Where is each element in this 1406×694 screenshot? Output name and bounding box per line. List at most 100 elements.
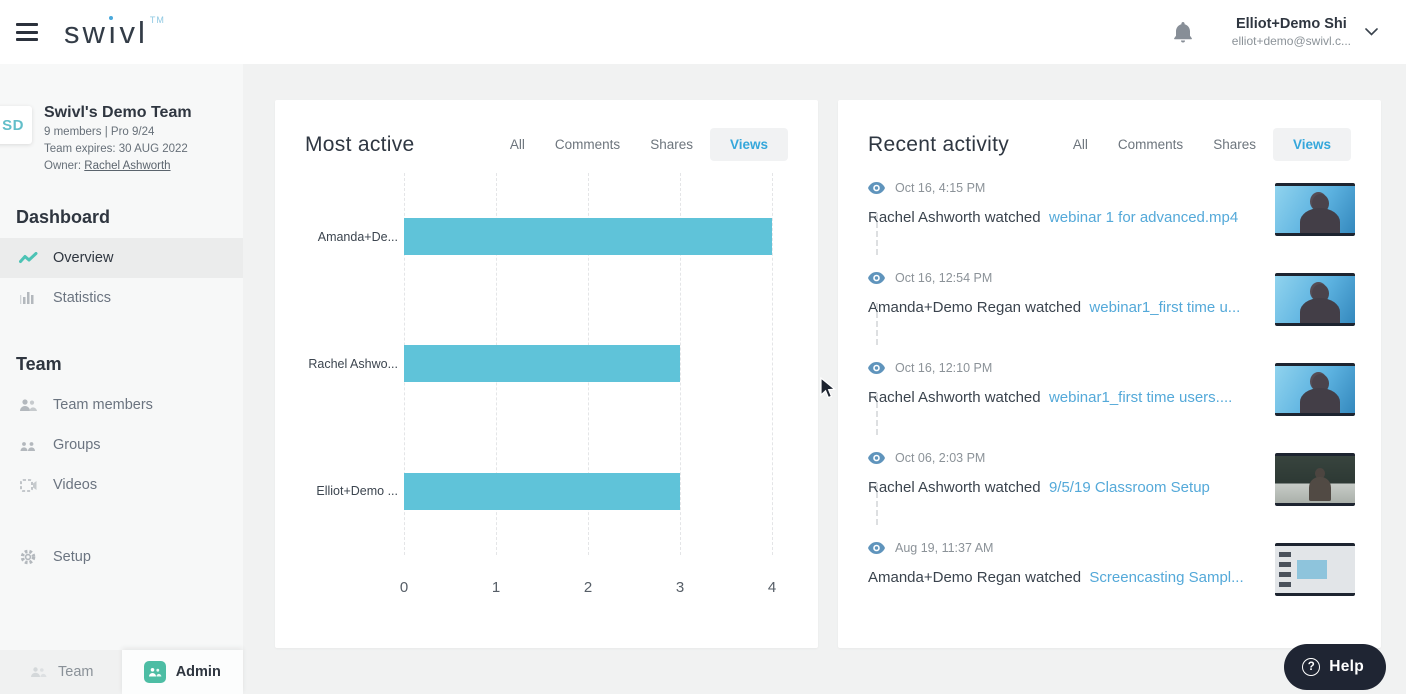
- user-name: Elliot+Demo Shi: [1235, 16, 1347, 32]
- swivl-logo[interactable]: swıvl TM: [64, 14, 165, 48]
- recent-activity-filter-tabs: All Comments Shares Views: [1060, 128, 1351, 161]
- hamburger-menu-icon[interactable]: [14, 22, 40, 42]
- sidebar-item-setup[interactable]: Setup: [0, 537, 243, 577]
- groups-icon: [18, 435, 38, 455]
- team-section-heading: Team: [16, 354, 62, 374]
- activity-timestamp: Oct 16, 12:54 PM: [895, 271, 993, 285]
- sidebar-item-overview[interactable]: Overview: [0, 238, 243, 278]
- recent-activity-title: Recent activity: [868, 132, 1010, 156]
- tab-team-label: Team: [58, 664, 94, 680]
- video-thumbnail[interactable]: [1275, 543, 1355, 596]
- tab-admin-label: Admin: [175, 664, 221, 680]
- most-active-tab-shares[interactable]: Shares: [637, 128, 706, 161]
- recent-activity-tab-shares[interactable]: Shares: [1200, 128, 1269, 161]
- chart-bar: [404, 472, 680, 510]
- team-expires-line: Team expires: 30 AUG 2022: [44, 143, 188, 155]
- activity-text: Amanda+Demo Regan watched Screencasting …: [868, 569, 1244, 586]
- video-thumbnail[interactable]: [1275, 453, 1355, 506]
- sidebar-item-statistics[interactable]: Statistics: [0, 278, 243, 318]
- tab-admin[interactable]: Admin: [121, 650, 243, 694]
- bar-label: Amanda+De...: [317, 229, 398, 244]
- video-thumbnail[interactable]: [1275, 363, 1355, 416]
- most-active-title: Most active: [305, 132, 415, 156]
- sidebar-item-label: Groups: [53, 437, 101, 453]
- gear-icon: [18, 547, 38, 567]
- video-link[interactable]: webinar1_first time users....: [1048, 389, 1233, 406]
- chart-bar: [404, 218, 772, 256]
- activity-timestamp: Oct 16, 4:15 PM: [895, 181, 986, 195]
- x-tick: 3: [675, 579, 685, 596]
- activity-item: Oct 06, 2:03 PM Rachel Ashworth watched …: [868, 451, 1355, 541]
- sidebar-item-team-members[interactable]: Team members: [0, 385, 243, 425]
- chart-row: Elliot+Demo ...: [316, 428, 772, 555]
- activity-item: Aug 19, 11:37 AM Amanda+Demo Regan watch…: [868, 541, 1355, 631]
- team-avatar: SD: [0, 106, 32, 144]
- activity-item: Oct 16, 4:15 PM Rachel Ashworth watched …: [868, 181, 1355, 271]
- sidebar-item-label: Overview: [53, 250, 114, 266]
- recent-activity-tab-comments[interactable]: Comments: [1105, 128, 1196, 161]
- owner-link[interactable]: Rachel Ashworth: [84, 160, 171, 172]
- sidebar-footer-tabs: Team Admin: [0, 650, 243, 694]
- activity-timestamp: Oct 06, 2:03 PM: [895, 451, 986, 465]
- eye-icon: [868, 182, 885, 194]
- sidebar-item-label: Videos: [53, 477, 98, 493]
- chart-row: Rachel Ashwo...: [308, 300, 772, 427]
- videos-icon: [18, 475, 38, 495]
- video-link[interactable]: webinar 1 for advanced.mp4: [1048, 209, 1239, 226]
- logo-tm: TM: [149, 14, 165, 25]
- recent-activity-tab-views[interactable]: Views: [1272, 128, 1351, 161]
- video-link[interactable]: webinar1_first time u...: [1089, 299, 1241, 316]
- team-owner-line: Owner: Rachel Ashworth: [44, 160, 171, 172]
- question-mark-icon: ?: [1302, 658, 1321, 676]
- user-email: elliot+demo@swivl.c...: [1231, 34, 1351, 48]
- activity-text: Rachel Ashworth watched 9/5/19 Classroom…: [868, 479, 1210, 496]
- activity-timestamp: Oct 16, 12:10 PM: [895, 361, 993, 375]
- activity-text: Rachel Ashworth watched webinar 1 for ad…: [868, 209, 1239, 226]
- sidebar-item-videos[interactable]: Videos: [0, 465, 243, 505]
- eye-icon: [868, 272, 885, 284]
- gridline: [680, 173, 681, 555]
- most-active-bar-chart: Amanda+De... Rachel Ashwo... Elliot+Demo…: [305, 165, 788, 613]
- activity-text: Rachel Ashworth watched webinar1_first t…: [868, 389, 1233, 406]
- team-members-line: 9 members | Pro 9/24: [44, 126, 155, 138]
- chart-row: Amanda+De...: [318, 173, 772, 300]
- admin-people-icon: [143, 661, 166, 683]
- x-tick: 0: [399, 579, 409, 596]
- recent-activity-tab-all[interactable]: All: [1060, 128, 1101, 161]
- activity-item: Oct 16, 12:10 PM Rachel Ashworth watched…: [868, 361, 1355, 451]
- top-header: swıvl TM Elliot+Demo Shi elliot+demo@swi…: [0, 0, 1406, 64]
- team-tab-people-icon: [28, 662, 48, 682]
- activity-timestamp: Aug 19, 11:37 AM: [895, 541, 994, 555]
- x-axis: 0 1 2 3 4: [400, 579, 776, 599]
- video-thumbnail[interactable]: [1275, 183, 1355, 236]
- most-active-tab-comments[interactable]: Comments: [542, 128, 633, 161]
- gridline: [772, 173, 773, 555]
- most-active-tab-all[interactable]: All: [497, 128, 538, 161]
- activity-list: Oct 16, 4:15 PM Rachel Ashworth watched …: [868, 181, 1355, 631]
- help-button[interactable]: ? Help: [1284, 644, 1386, 690]
- notification-bell-icon[interactable]: [1172, 20, 1194, 44]
- most-active-tab-views[interactable]: Views: [709, 128, 788, 161]
- tab-team[interactable]: Team: [0, 650, 122, 694]
- bar-label: Elliot+Demo ...: [316, 484, 398, 499]
- people-icon: [18, 395, 38, 415]
- sidebar-item-label: Team members: [53, 397, 153, 413]
- line-chart-icon: [18, 248, 38, 268]
- chevron-down-icon[interactable]: [1365, 28, 1378, 36]
- activity-item: Oct 16, 12:54 PM Amanda+Demo Regan watch…: [868, 271, 1355, 361]
- most-active-card: Most active All Comments Shares Views Am…: [275, 100, 818, 648]
- team-name: Swivl's Demo Team: [44, 104, 192, 121]
- sidebar-item-groups[interactable]: Groups: [0, 425, 243, 465]
- video-thumbnail[interactable]: [1275, 273, 1355, 326]
- x-tick: 2: [583, 579, 593, 596]
- video-link[interactable]: Screencasting Sampl...: [1089, 569, 1244, 586]
- video-link[interactable]: 9/5/19 Classroom Setup: [1048, 479, 1210, 496]
- eye-icon: [868, 542, 885, 554]
- eye-icon: [868, 452, 885, 464]
- sidebar-item-label: Statistics: [53, 290, 112, 306]
- eye-icon: [868, 362, 885, 374]
- user-menu[interactable]: Elliot+Demo Shi elliot+demo@swivl.c...: [1232, 16, 1351, 48]
- activity-text: Amanda+Demo Regan watched webinar1_first…: [868, 299, 1241, 316]
- bar-chart-icon: [18, 288, 38, 308]
- sidebar-item-label: Setup: [53, 549, 91, 565]
